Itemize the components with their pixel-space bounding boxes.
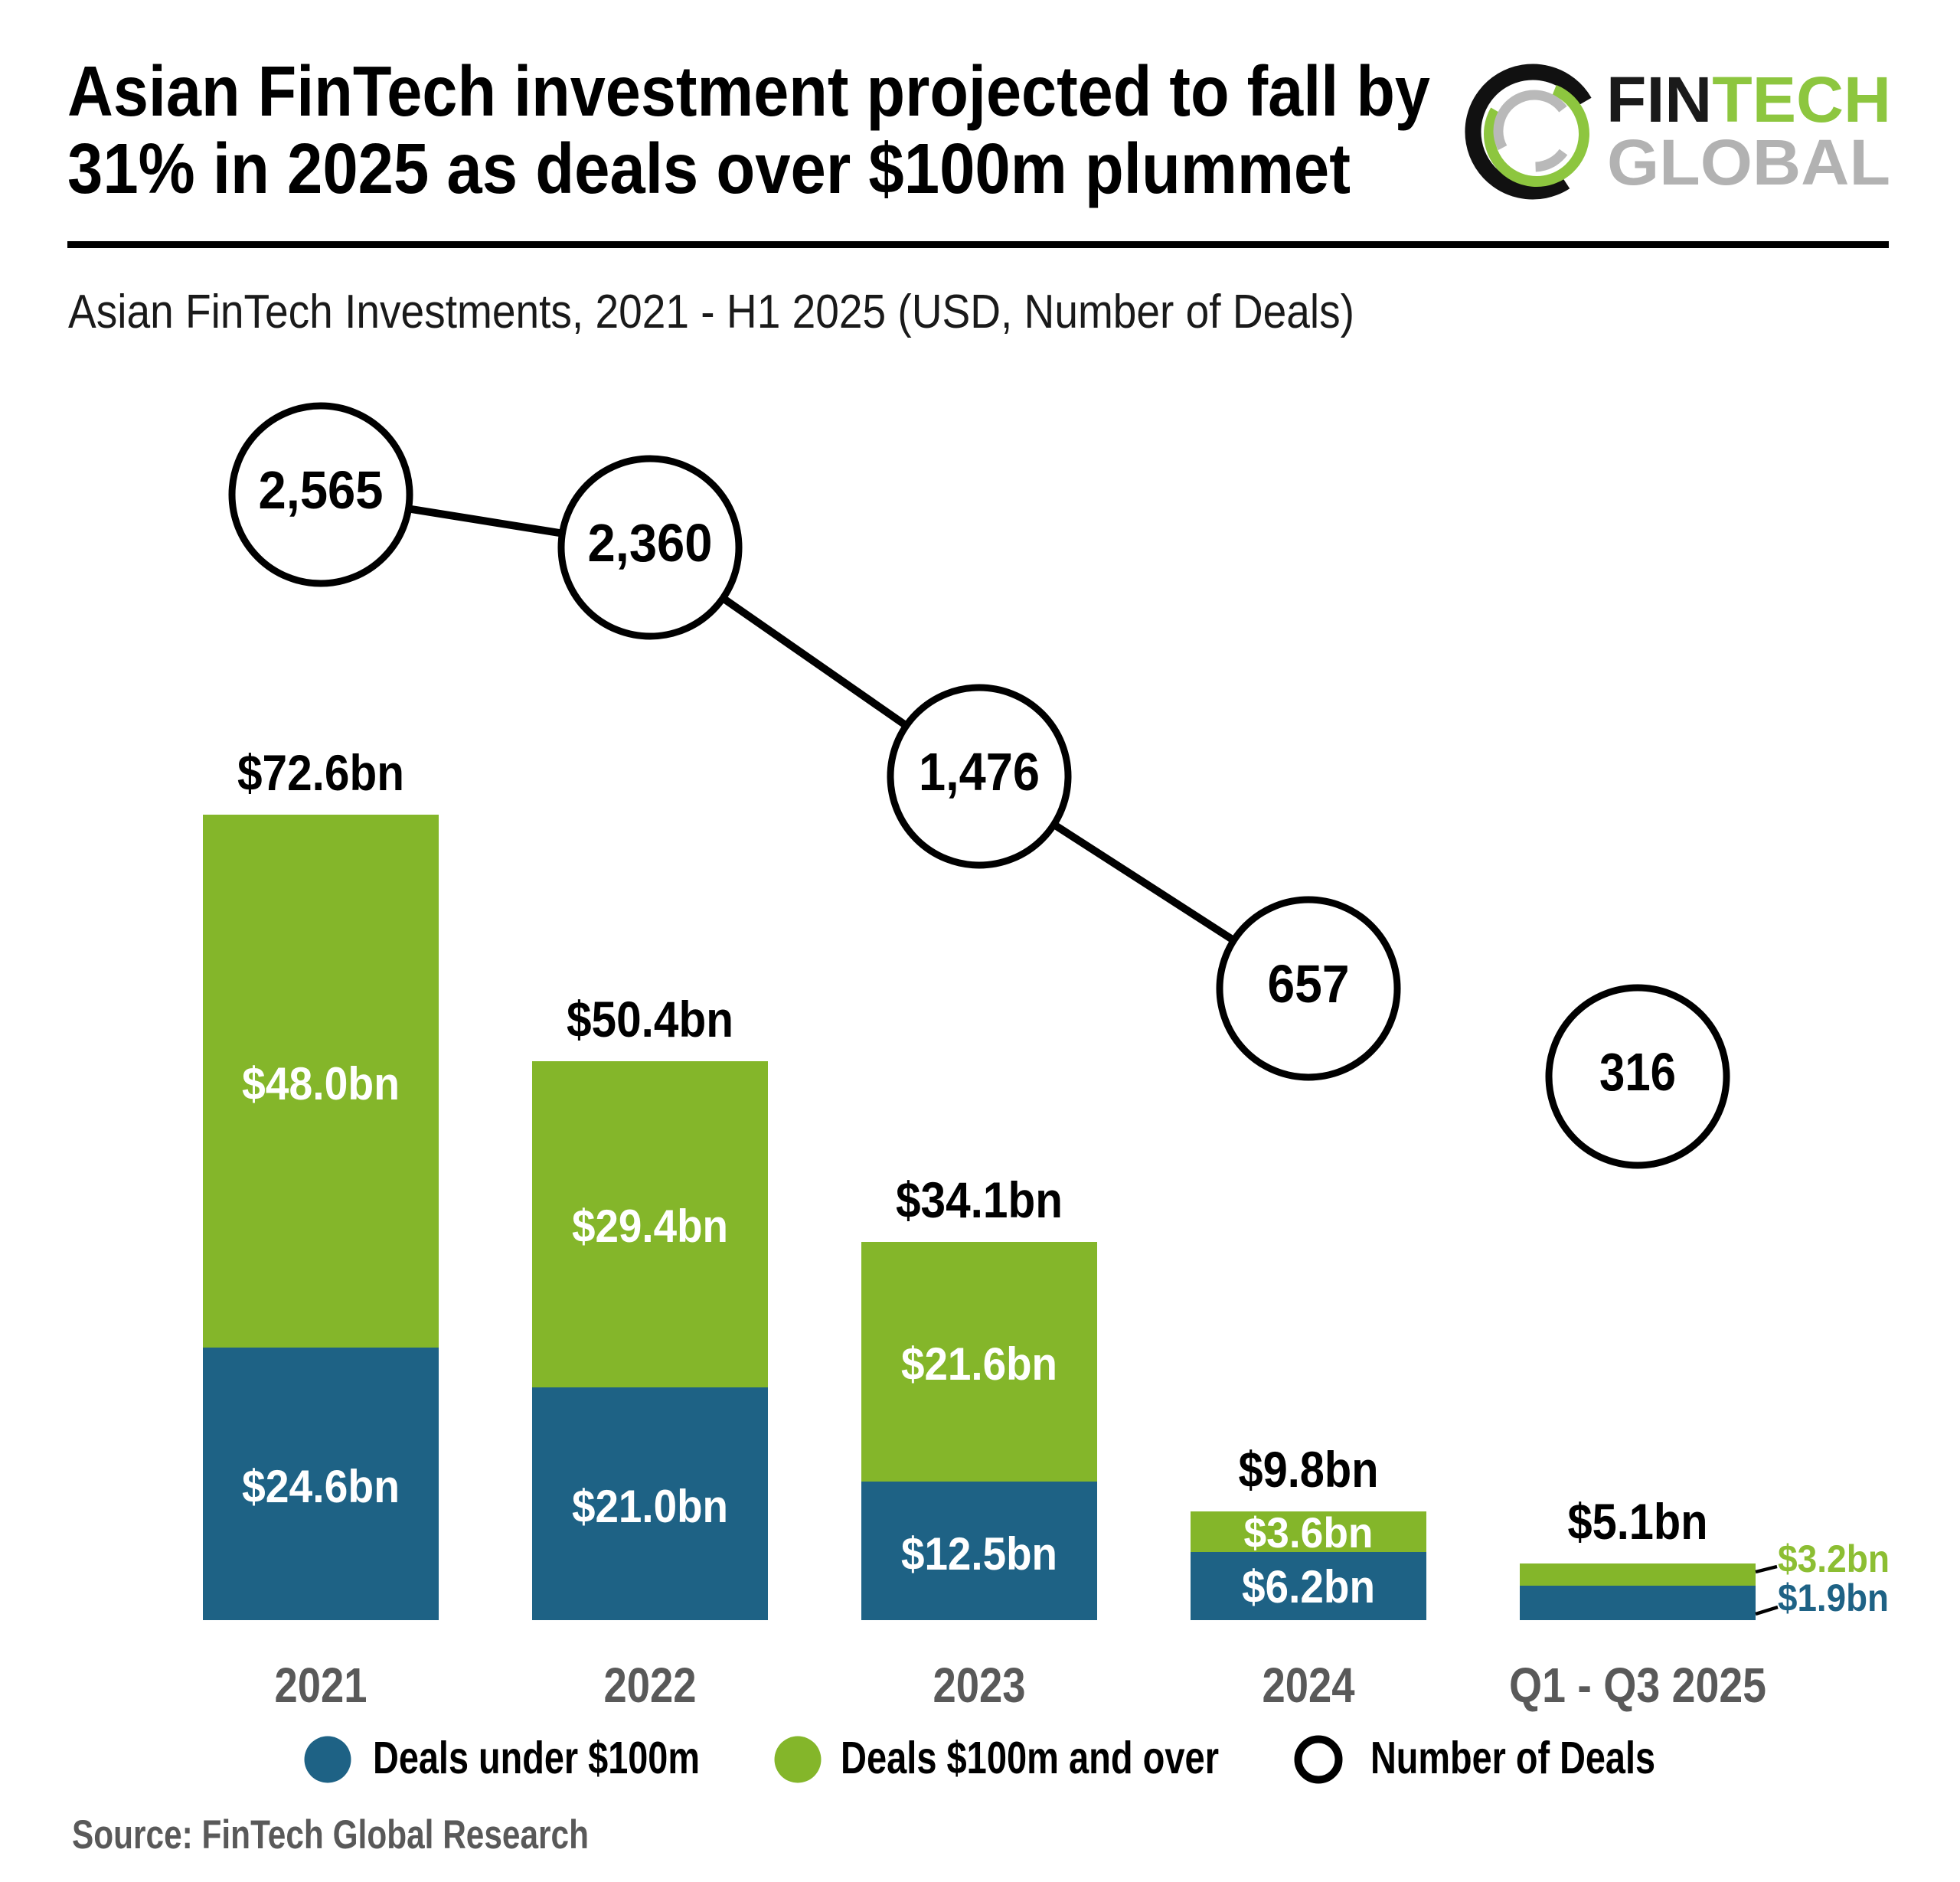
svg-text:$6.2bn: $6.2bn [1242,1561,1375,1612]
svg-text:$12.5bn: $12.5bn [901,1528,1057,1580]
svg-text:2,360: 2,360 [588,513,713,573]
svg-text:2022: 2022 [604,1658,697,1713]
svg-text:31% in 2025 as deals over $100: 31% in 2025 as deals over $100m plummet [67,129,1351,208]
svg-text:Deals under $100m: Deals under $100m [373,1733,700,1783]
svg-text:657: 657 [1268,954,1350,1014]
svg-text:$50.4bn: $50.4bn [567,991,733,1047]
svg-text:Asian FinTech Investments, 202: Asian FinTech Investments, 2021 - H1 202… [68,286,1354,338]
svg-text:2021: 2021 [275,1658,368,1713]
svg-text:GLOBAL: GLOBAL [1607,126,1890,198]
svg-text:$3.2bn: $3.2bn [1778,1537,1890,1580]
svg-text:316: 316 [1599,1042,1676,1102]
svg-text:$29.4bn: $29.4bn [572,1201,728,1252]
svg-text:$3.6bn: $3.6bn [1244,1508,1374,1557]
svg-text:1,476: 1,476 [919,742,1040,802]
svg-text:Deals $100m and over: Deals $100m and over [841,1733,1219,1783]
svg-text:$72.6bn: $72.6bn [237,744,404,801]
svg-text:FINTECH: FINTECH [1606,64,1891,136]
svg-text:$21.6bn: $21.6bn [901,1338,1057,1390]
svg-text:$1.9bn: $1.9bn [1778,1577,1889,1619]
svg-text:Number of Deals: Number of Deals [1370,1733,1655,1783]
svg-text:$5.1bn: $5.1bn [1568,1493,1708,1550]
svg-text:Asian FinTech investment proje: Asian FinTech investment projected to fa… [67,51,1430,131]
svg-text:$9.8bn: $9.8bn [1239,1441,1379,1498]
svg-text:Source: FinTech Global Researc: Source: FinTech Global Research [72,1812,589,1857]
svg-text:$34.1bn: $34.1bn [896,1171,1063,1228]
svg-text:2,565: 2,565 [259,460,384,520]
svg-text:$48.0bn: $48.0bn [242,1058,400,1109]
svg-text:2023: 2023 [933,1658,1026,1713]
svg-text:$24.6bn: $24.6bn [242,1461,400,1512]
svg-text:$21.0bn: $21.0bn [572,1481,728,1532]
svg-text:Q1 - Q3 2025: Q1 - Q3 2025 [1509,1658,1766,1713]
svg-text:2024: 2024 [1263,1658,1355,1713]
